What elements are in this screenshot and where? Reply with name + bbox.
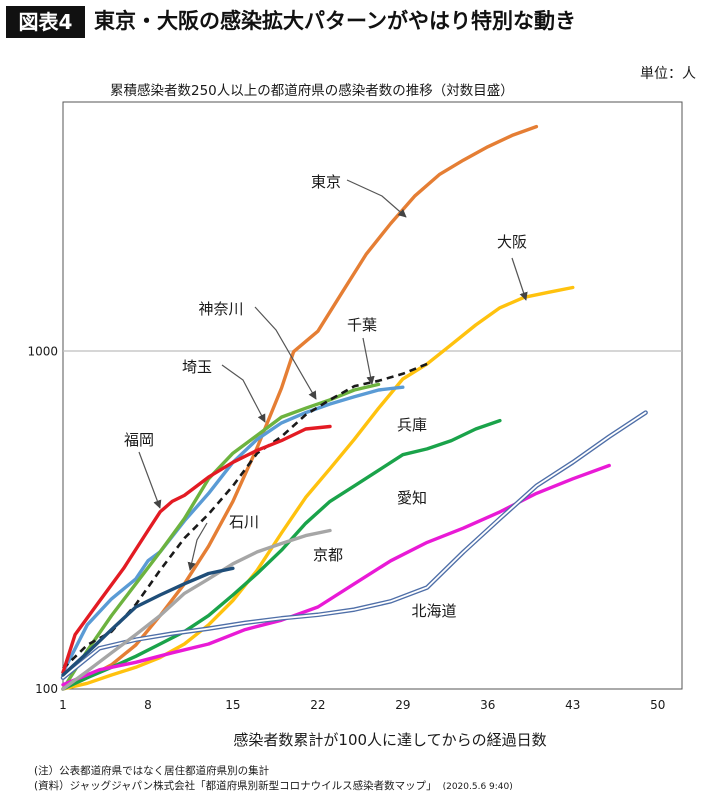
x-axis: 1 8 15 22 29 36 43 50	[59, 698, 665, 712]
series-label-fukuoka: 福岡	[124, 431, 154, 449]
chart-title: 累積感染者数250人以上の都道府県の感染者数の推移（対数目盛）	[110, 83, 514, 99]
series-label-kyoto: 京都	[313, 546, 343, 564]
series-layer	[60, 124, 648, 691]
plot-area	[62, 101, 683, 690]
series-label-saitama: 埼玉	[182, 358, 212, 376]
series-line-fukuoka	[61, 424, 332, 675]
series-label-ishikawa: 石川	[229, 513, 259, 531]
leader-arrow-osaka	[511, 257, 528, 301]
leader-arrow-ishikawa	[187, 522, 208, 571]
x-axis-title: 感染者数累計が100人に達してからの経過日数	[233, 731, 546, 749]
series-line-tokyo	[61, 124, 539, 691]
x-tick-label: 50	[650, 698, 665, 712]
leader-arrow-fukuoka	[138, 451, 162, 509]
series-label-osaka: 大阪	[497, 233, 527, 251]
x-tick-label: 8	[144, 698, 152, 712]
source-note: (資料）ジャッグジャパン株式会社「都道府県別新型コロナウイルス感染者数マップ」 (…	[34, 778, 513, 793]
figure-number-badge: 図表4	[6, 6, 85, 38]
series-label-chiba: 千葉	[347, 316, 377, 334]
series-label-tokyo: 東京	[311, 173, 341, 191]
y-tick-label: 1000	[27, 345, 58, 359]
x-tick-label: 22	[310, 698, 325, 712]
leader-arrow-saitama	[221, 364, 266, 423]
series-label-kanagawa: 神奈川	[198, 300, 243, 318]
headline: 東京・大阪の感染拡大パターンがやはり特別な動き	[94, 9, 576, 33]
series-line-kyoto	[61, 528, 332, 691]
source-date: (2020.5.6 9:40)	[442, 782, 513, 792]
series-line-hyogo	[61, 418, 502, 691]
x-tick-label: 15	[225, 698, 240, 712]
series-line-osaka	[61, 285, 575, 691]
footnote: (注）公表都道府県ではなく居住都道府県別の集計	[34, 765, 270, 777]
x-tick-label: 1	[59, 698, 67, 712]
source-text: (資料）ジャッグジャパン株式会社「都道府県別新型コロナウイルス感染者数マップ」	[34, 780, 437, 792]
series-line-kanagawa	[61, 385, 405, 675]
leader-arrow-kanagawa	[254, 306, 317, 400]
y-axis: 100 1000	[27, 345, 58, 696]
series-line-chiba	[61, 382, 381, 691]
series-label-aichi: 愛知	[397, 489, 427, 507]
series-line-ishikawa	[61, 566, 235, 677]
x-tick-label: 29	[395, 698, 410, 712]
y-tick-label: 100	[35, 682, 58, 696]
leader-arrow-tokyo	[346, 179, 407, 218]
series-label-hyogo: 兵庫	[397, 416, 427, 434]
series-line-hokkaido	[62, 411, 647, 679]
series-label-hokkaido: 北海道	[411, 602, 456, 620]
x-tick-label: 36	[480, 698, 495, 712]
leader-arrow-chiba	[362, 337, 375, 385]
x-tick-label: 43	[565, 698, 580, 712]
unit-label: 単位：人	[640, 66, 696, 82]
